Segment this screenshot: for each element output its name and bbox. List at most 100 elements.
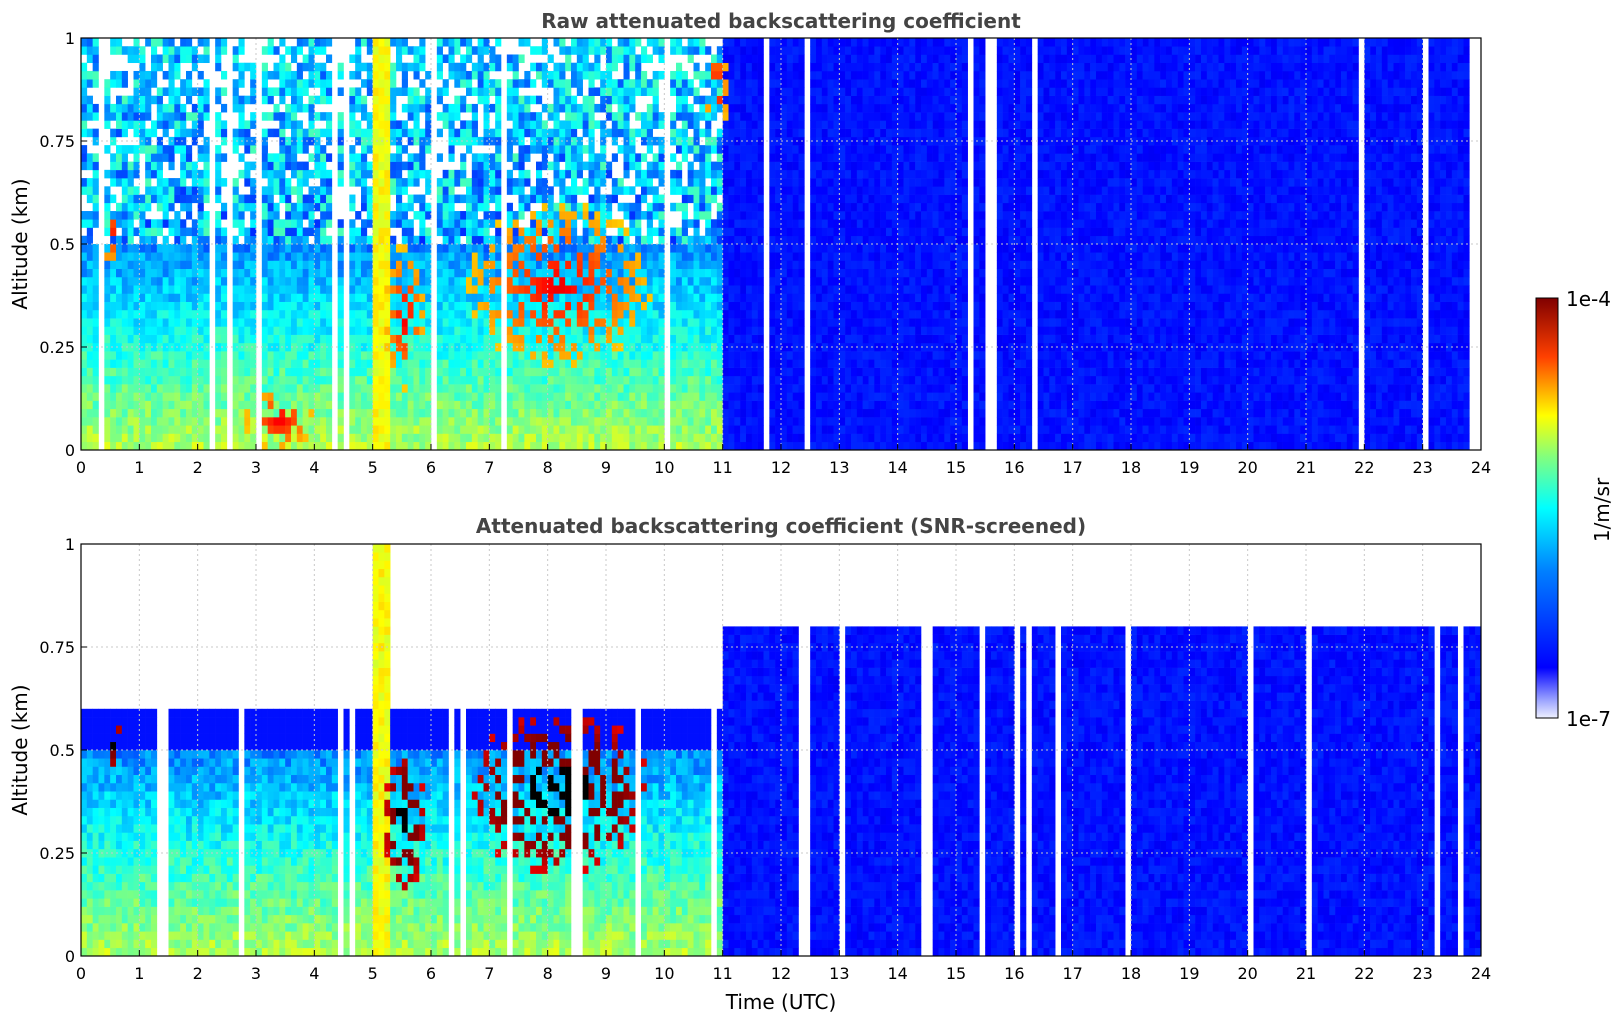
heatmap-cell — [606, 326, 613, 335]
heatmap-cell — [588, 375, 595, 385]
heatmap-cell — [419, 326, 426, 335]
heatmap-cell — [541, 433, 548, 443]
heatmap-cell — [541, 128, 548, 138]
heatmap-cell — [646, 120, 653, 129]
heatmap-cell — [611, 326, 618, 335]
heatmap-cell — [221, 367, 228, 377]
heatmap-cell — [302, 276, 309, 286]
heatmap-cell — [162, 268, 169, 278]
heatmap-cell — [676, 318, 683, 327]
heatmap-cell — [524, 417, 531, 426]
heatmap-cell — [116, 95, 123, 105]
heatmap-cell — [495, 120, 502, 129]
heatmap-cell — [110, 161, 117, 171]
heatmap-cell — [460, 227, 467, 237]
heatmap-cell — [267, 367, 274, 377]
heatmap-cell — [541, 62, 548, 72]
heatmap-cell — [512, 186, 519, 195]
heatmap-cell — [553, 178, 560, 187]
heatmap-cell — [670, 342, 677, 352]
heatmap-cell — [407, 342, 414, 352]
heatmap-cell — [186, 301, 193, 311]
heatmap-cell — [559, 285, 566, 294]
heatmap-cell — [547, 227, 554, 237]
heatmap-cell — [623, 425, 630, 434]
heatmap-cell — [751, 359, 758, 368]
heatmap-cell — [769, 186, 776, 195]
heatmap-cell — [448, 408, 455, 418]
heatmap-cell — [378, 211, 385, 220]
heatmap-cell — [646, 441, 653, 450]
heatmap-cell — [291, 202, 298, 212]
heatmap-cell — [740, 202, 747, 212]
heatmap-cell — [174, 318, 181, 327]
heatmap-cell — [506, 293, 513, 302]
heatmap-cell — [629, 334, 636, 344]
heatmap-cell — [407, 260, 414, 270]
heatmap-cell — [396, 153, 403, 162]
heatmap-cell — [116, 244, 123, 253]
heatmap-cell — [582, 318, 589, 327]
heatmap-cell — [279, 367, 286, 377]
heatmap-cell — [273, 161, 280, 171]
heatmap-cell — [495, 62, 502, 72]
heatmap-cell — [162, 178, 169, 187]
heatmap-cell — [349, 417, 356, 426]
heatmap-cell — [180, 417, 187, 426]
heatmap-cell — [617, 408, 624, 418]
heatmap-cell — [646, 285, 653, 294]
heatmap-cell — [565, 79, 572, 88]
heatmap-cell — [215, 334, 222, 344]
heatmap-cell — [594, 227, 601, 237]
heatmap-cell — [186, 375, 193, 385]
heatmap-cell — [460, 441, 467, 450]
heatmap-cell — [145, 112, 152, 121]
heatmap-cell — [559, 441, 566, 450]
heatmap-cell — [279, 161, 286, 171]
heatmap-cell — [641, 268, 648, 278]
heatmap-cell — [611, 433, 618, 443]
heatmap-cell — [792, 367, 799, 377]
heatmap-cell — [699, 103, 706, 113]
heatmap-cell — [156, 375, 163, 385]
heatmap-cell — [594, 408, 601, 418]
heatmap-cell — [746, 433, 753, 443]
heatmap-cell — [524, 392, 531, 401]
heatmap-cell — [757, 301, 764, 311]
heatmap-cell — [232, 252, 239, 261]
heatmap-cell — [460, 244, 467, 253]
heatmap-cell — [104, 120, 111, 129]
heatmap-cell — [705, 153, 712, 162]
heatmap-cell — [565, 417, 572, 426]
heatmap-cell — [466, 375, 473, 385]
heatmap-cell — [676, 301, 683, 311]
heatmap-cell — [191, 235, 198, 245]
heatmap-cell — [279, 120, 286, 129]
heatmap-cell — [384, 334, 391, 344]
heatmap-cell — [308, 38, 315, 47]
heatmap-cell — [751, 293, 758, 302]
heatmap-cell — [191, 136, 198, 146]
heatmap-cell — [355, 342, 362, 352]
heatmap-cell — [588, 38, 595, 47]
heatmap-cell — [221, 38, 228, 47]
heatmap-cell — [635, 219, 642, 228]
heatmap-cell — [775, 359, 782, 368]
heatmap-cell — [407, 441, 414, 450]
heatmap-cell — [250, 178, 257, 187]
heatmap-cell — [92, 326, 99, 335]
heatmap-cell — [250, 425, 257, 434]
heatmap-cell — [617, 227, 624, 237]
heatmap-cell — [775, 54, 782, 64]
heatmap-cell — [594, 211, 601, 220]
heatmap-cell — [781, 244, 788, 253]
heatmap-cell — [92, 128, 99, 138]
heatmap-cell — [629, 62, 636, 72]
heatmap-cell — [728, 359, 735, 368]
heatmap-cell — [553, 244, 560, 253]
heatmap-cell — [769, 384, 776, 393]
heatmap-cell — [378, 103, 385, 113]
heatmap-cell — [506, 79, 513, 88]
heatmap-cell — [390, 367, 397, 377]
heatmap-cell — [512, 351, 519, 360]
